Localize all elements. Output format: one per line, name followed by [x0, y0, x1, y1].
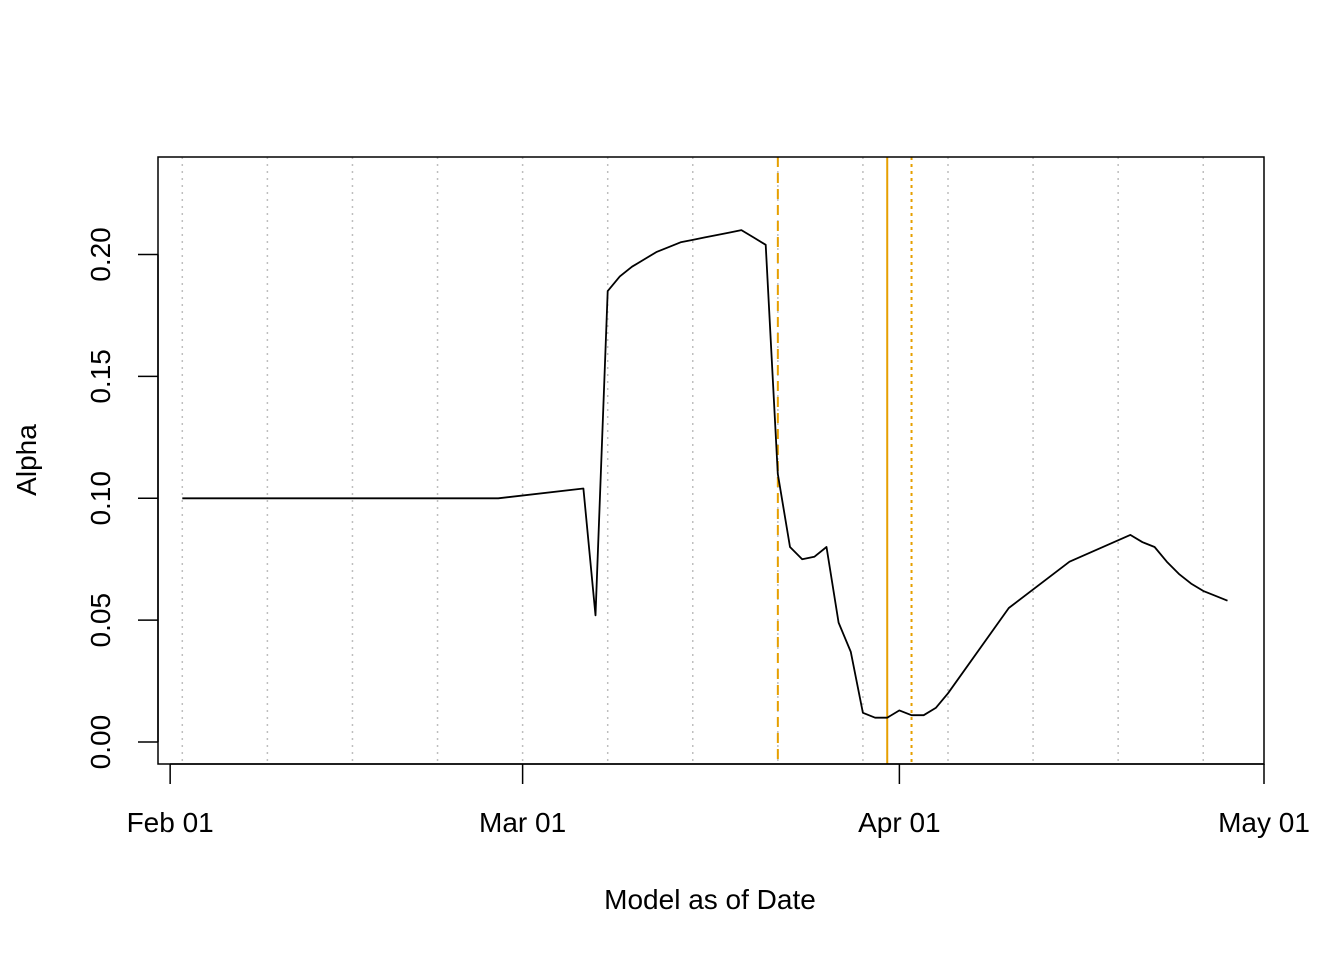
x-axis-label: Model as of Date — [604, 884, 816, 915]
x-tick-label: Mar 01 — [479, 807, 566, 838]
y-tick-label: 0.05 — [85, 593, 116, 648]
y-axis: 0.00 0.05 0.10 0.15 0.20 — [85, 227, 159, 770]
y-axis-label: Alpha — [11, 424, 42, 496]
x-tick-label: Feb 01 — [127, 807, 214, 838]
reference-lines — [776, 157, 913, 764]
x-axis: Feb 01 Mar 01 Apr 01 May 01 — [127, 763, 1310, 838]
y-tick-label: 0.00 — [85, 715, 116, 770]
series-line — [182, 229, 1228, 719]
y-tick-label: 0.15 — [85, 349, 116, 404]
vertical-grid-lines — [181, 157, 1204, 764]
x-tick-label: Apr 01 — [858, 807, 941, 838]
y-tick-label: 0.10 — [85, 471, 116, 526]
x-tick-label: May 01 — [1218, 807, 1310, 838]
series-layer — [182, 229, 1228, 719]
y-tick-label: 0.20 — [85, 227, 116, 282]
plot-area-frame — [157, 156, 1265, 765]
